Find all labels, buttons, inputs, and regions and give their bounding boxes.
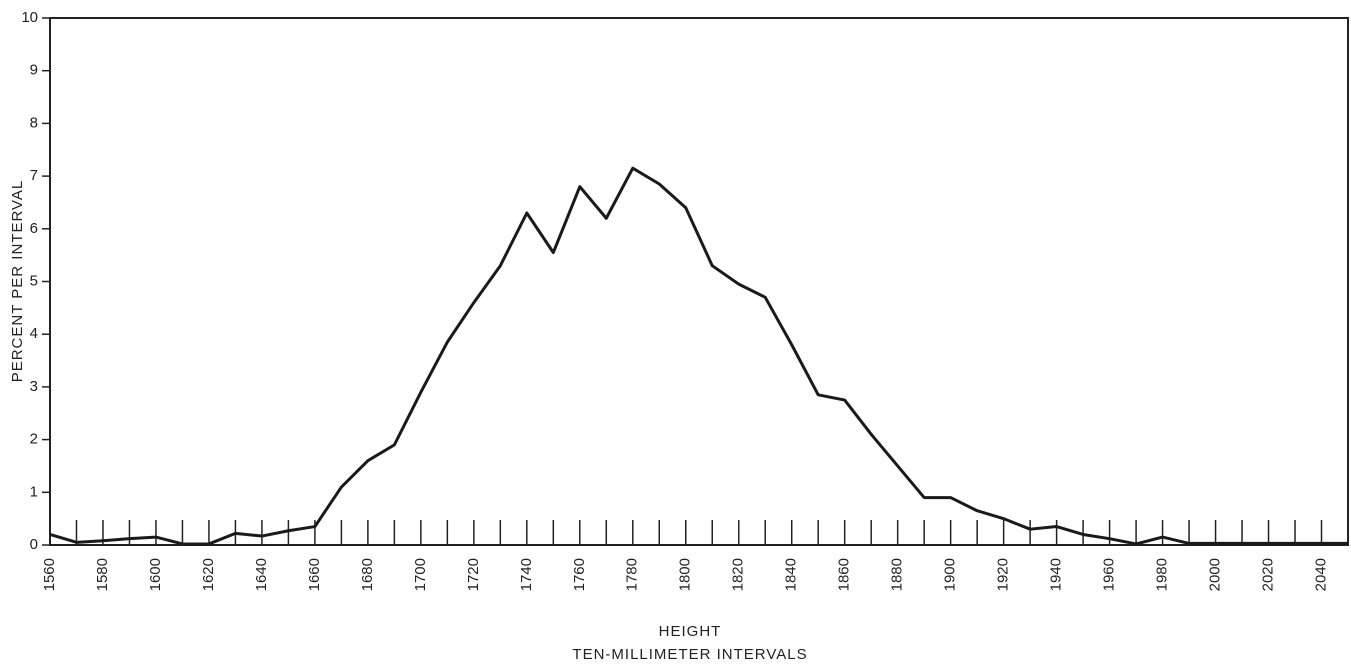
y-axis-label: PERCENT PER INTERVAL: [9, 180, 26, 383]
y-tick-label: 10: [21, 9, 38, 26]
x-tick-label: 1720: [465, 558, 482, 591]
x-tick-label: 1560: [41, 558, 58, 591]
x-tick-label: 2000: [1207, 558, 1224, 591]
y-tick-label: 5: [30, 272, 38, 289]
x-tick-label: 2040: [1312, 558, 1329, 591]
y-tick-label: 4: [30, 325, 38, 342]
x-tick-label: 1940: [1048, 558, 1065, 591]
x-tick-label: 2020: [1259, 558, 1276, 591]
x-tick-label: 1980: [1154, 558, 1171, 591]
y-tick-label: 3: [30, 378, 38, 395]
x-tick-label: 1820: [730, 558, 747, 591]
x-tick-label: 1640: [253, 558, 270, 591]
x-axis-label: TEN-MILLIMETER INTERVALS: [572, 646, 807, 663]
x-tick-label: 1860: [836, 558, 853, 591]
x-tick-label: 1620: [200, 558, 217, 591]
y-tick-label: 8: [30, 114, 38, 131]
x-tick-label: 1900: [942, 558, 959, 591]
y-tick-label: 1: [30, 483, 38, 500]
x-tick-label: 1960: [1101, 558, 1118, 591]
x-tick-label: 1660: [306, 558, 323, 591]
x-tick-label: 1800: [677, 558, 694, 591]
x-tick-label: 1760: [571, 558, 588, 591]
x-tick-label: 1880: [889, 558, 906, 591]
x-tick-label: 1700: [412, 558, 429, 591]
y-tick-label: 9: [30, 62, 38, 79]
x-tick-label: 1920: [995, 558, 1012, 591]
y-tick-label: 0: [30, 536, 38, 553]
x-tick-label: 1780: [624, 558, 641, 591]
x-axis-label: HEIGHT: [659, 623, 722, 640]
x-tick-label: 1580: [94, 558, 111, 591]
plot-frame: [49, 17, 1349, 546]
x-tick-label: 1680: [359, 558, 376, 591]
x-tick-label: 1740: [518, 558, 535, 591]
y-tick-label: 2: [30, 431, 38, 448]
y-tick-label: 6: [30, 220, 38, 237]
x-tick-label: 1600: [147, 558, 164, 591]
y-tick-label: 7: [30, 167, 38, 184]
data-line: [49, 166, 1348, 546]
x-tick-label: 1840: [783, 558, 800, 591]
